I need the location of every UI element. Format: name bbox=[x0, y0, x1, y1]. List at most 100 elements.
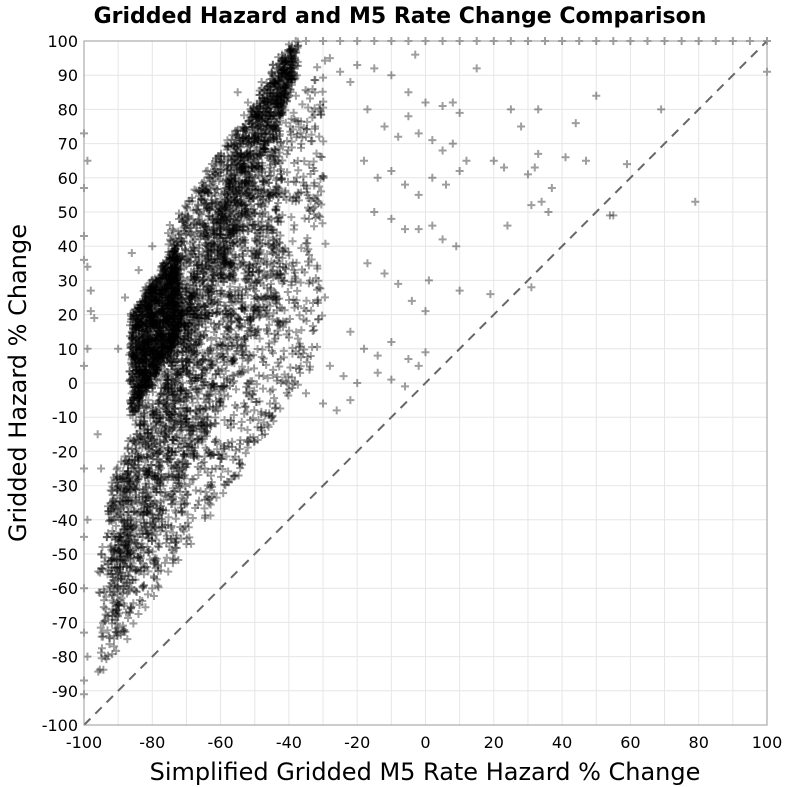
data-point bbox=[290, 377, 299, 386]
data-point bbox=[211, 419, 220, 428]
data-point bbox=[164, 416, 173, 425]
data-point bbox=[305, 207, 314, 216]
data-point bbox=[278, 211, 287, 220]
data-point bbox=[110, 634, 119, 643]
data-point bbox=[309, 299, 318, 308]
data-point bbox=[140, 519, 149, 528]
data-point bbox=[126, 537, 135, 546]
data-point bbox=[249, 259, 258, 268]
data-point bbox=[304, 279, 313, 288]
data-point bbox=[309, 193, 318, 202]
data-point bbox=[287, 114, 296, 123]
data-point bbox=[215, 450, 224, 459]
data-point bbox=[109, 494, 118, 503]
data-point bbox=[226, 423, 235, 432]
data-point bbox=[191, 486, 200, 495]
data-point bbox=[283, 168, 292, 177]
data-point bbox=[305, 214, 314, 223]
data-point bbox=[299, 124, 308, 133]
data-point bbox=[113, 619, 122, 628]
data-point bbox=[238, 298, 247, 307]
data-point bbox=[262, 228, 271, 237]
data-point bbox=[219, 373, 228, 382]
data-point bbox=[201, 488, 210, 497]
data-point bbox=[112, 628, 121, 637]
data-point bbox=[238, 235, 247, 244]
data-point bbox=[269, 309, 278, 318]
data-point bbox=[270, 404, 279, 413]
data-point bbox=[220, 329, 229, 338]
data-point bbox=[133, 470, 142, 479]
data-point bbox=[303, 247, 312, 256]
data-point bbox=[249, 437, 258, 446]
data-point bbox=[306, 351, 315, 360]
data-point bbox=[248, 267, 257, 276]
data-point bbox=[125, 608, 134, 617]
data-point bbox=[168, 499, 177, 508]
data-point bbox=[224, 290, 233, 299]
data-point bbox=[306, 137, 315, 146]
data-point bbox=[203, 468, 212, 477]
data-point bbox=[276, 270, 285, 279]
data-point bbox=[306, 170, 315, 179]
data-point bbox=[238, 368, 247, 377]
data-point bbox=[317, 152, 326, 161]
data-point bbox=[313, 296, 322, 305]
data-point bbox=[252, 380, 261, 389]
data-point bbox=[97, 644, 106, 653]
data-point bbox=[234, 369, 243, 378]
data-point bbox=[140, 503, 149, 512]
data-point bbox=[150, 410, 159, 419]
data-point bbox=[127, 497, 136, 506]
data-point bbox=[272, 234, 281, 243]
data-point bbox=[138, 582, 147, 591]
data-point bbox=[276, 355, 285, 364]
data-point bbox=[219, 357, 228, 366]
data-point bbox=[280, 247, 289, 256]
data-point bbox=[282, 388, 291, 397]
data-point bbox=[189, 452, 198, 461]
data-point bbox=[315, 182, 324, 191]
data-point bbox=[207, 481, 216, 490]
data-point bbox=[94, 588, 103, 597]
data-point bbox=[116, 552, 125, 561]
data-point bbox=[296, 343, 305, 352]
data-point bbox=[255, 210, 264, 219]
data-point bbox=[199, 394, 208, 403]
data-point bbox=[208, 349, 217, 358]
data-point bbox=[98, 542, 107, 551]
data-point bbox=[101, 553, 110, 562]
data-point bbox=[267, 413, 276, 422]
data-point bbox=[243, 425, 252, 434]
data-point bbox=[308, 326, 317, 335]
data-point bbox=[310, 202, 319, 211]
data-point bbox=[181, 460, 190, 469]
data-point bbox=[288, 237, 297, 246]
data-point bbox=[302, 316, 311, 325]
data-point bbox=[220, 442, 229, 451]
data-point bbox=[129, 546, 138, 555]
data-point bbox=[168, 436, 177, 445]
data-point bbox=[120, 601, 129, 610]
data-point bbox=[311, 274, 320, 283]
data-point bbox=[182, 499, 191, 508]
data-point bbox=[224, 271, 233, 280]
data-point bbox=[161, 506, 170, 515]
data-point bbox=[264, 422, 273, 431]
data-point bbox=[277, 165, 286, 174]
data-point bbox=[111, 499, 120, 508]
data-point bbox=[292, 194, 301, 203]
data-point bbox=[225, 291, 234, 300]
data-point bbox=[112, 646, 121, 655]
data-point bbox=[154, 583, 163, 592]
data-point bbox=[312, 149, 321, 158]
data-point bbox=[287, 143, 296, 152]
data-point bbox=[243, 379, 252, 388]
data-point bbox=[146, 442, 155, 451]
data-point bbox=[153, 581, 162, 590]
data-point bbox=[99, 603, 108, 612]
data-point bbox=[281, 265, 290, 274]
data-point bbox=[228, 341, 237, 350]
data-point bbox=[297, 139, 306, 148]
data-point bbox=[310, 75, 319, 84]
